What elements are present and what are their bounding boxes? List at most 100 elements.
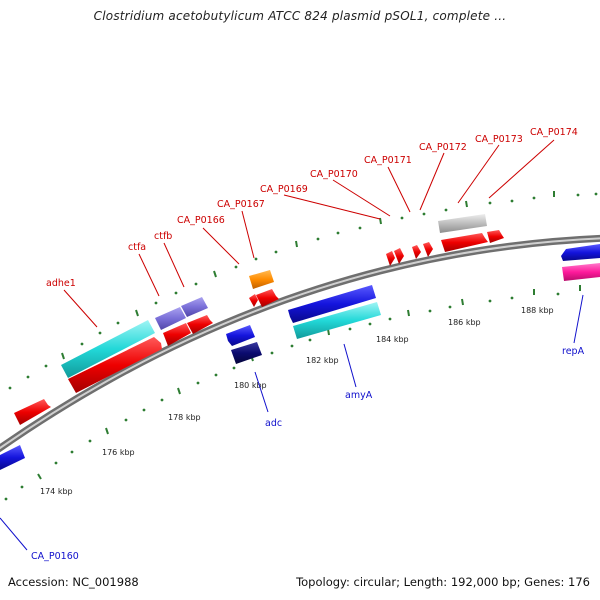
scale-label: 182 kbp bbox=[306, 356, 339, 365]
tick-dot bbox=[270, 351, 274, 355]
scale-label: 186 kbp bbox=[448, 318, 481, 327]
tick-dot bbox=[196, 381, 200, 385]
gene-ca-p0171-red[interactable] bbox=[394, 248, 404, 264]
gene-label-ca-p0166: CA_P0166 bbox=[177, 215, 225, 226]
tick-major bbox=[37, 473, 42, 480]
gene-label-ca-p0173: CA_P0173 bbox=[475, 134, 523, 145]
tick-dot bbox=[316, 237, 320, 241]
gene-ca-p0170-red[interactable] bbox=[386, 251, 395, 266]
tick-dot bbox=[160, 398, 164, 402]
tick-dot bbox=[594, 192, 598, 196]
gene-ctfa-lavender[interactable] bbox=[155, 307, 186, 330]
tick-dot bbox=[142, 408, 146, 412]
gene-amyA-blue[interactable] bbox=[288, 285, 376, 323]
gene-label-amyA: amyA bbox=[345, 390, 373, 401]
scale-label: 174 kbp bbox=[40, 487, 73, 496]
reverse-genes bbox=[0, 263, 600, 470]
gene-adc-blue[interactable] bbox=[226, 325, 255, 346]
gene-label-ctfb: ctfb bbox=[154, 231, 172, 242]
tick-major bbox=[465, 200, 468, 208]
tick-dot bbox=[4, 497, 8, 501]
leader-line-ctfa bbox=[138, 253, 160, 297]
leader-line-ca-p0170 bbox=[332, 179, 391, 217]
gene-label-adhe1: adhe1 bbox=[46, 278, 76, 289]
tick-major bbox=[295, 240, 298, 248]
tick-dot bbox=[174, 291, 178, 295]
gene-ca-p0160-blue[interactable] bbox=[0, 445, 25, 470]
scale-label: 188 kbp bbox=[521, 306, 554, 315]
tick-dot bbox=[422, 212, 426, 216]
tick-dot bbox=[234, 265, 238, 269]
tick-major bbox=[105, 427, 109, 435]
tick-dot bbox=[116, 321, 120, 325]
gene-ca-p0167-red[interactable] bbox=[256, 289, 279, 307]
topology-summary: Topology: circular; Length: 192,000 bp; … bbox=[296, 575, 590, 589]
scale-label: 180 kbp bbox=[234, 381, 267, 390]
gene-label-repA: repA bbox=[562, 346, 585, 357]
tick-major bbox=[177, 387, 181, 395]
tick-dot bbox=[214, 373, 218, 377]
leader-line-ca-p0173 bbox=[457, 144, 500, 204]
tick-dot bbox=[488, 201, 492, 205]
gene-ctfb-red[interactable] bbox=[187, 315, 213, 334]
tick-dot bbox=[88, 439, 92, 443]
gene-ca-p0166-orange[interactable] bbox=[249, 270, 274, 289]
gene-label-ca-p0174: CA_P0174 bbox=[530, 127, 578, 138]
gene-adhe1-cyan[interactable] bbox=[61, 320, 155, 378]
gene-ctfa-red[interactable] bbox=[163, 323, 191, 346]
tick-dot bbox=[26, 375, 30, 379]
gene-label-adc: adc bbox=[265, 418, 282, 429]
gene-ca-p0174b-red[interactable] bbox=[487, 230, 504, 243]
tick-dot bbox=[290, 344, 294, 348]
leader-line-ca-p0160 bbox=[0, 517, 28, 551]
gene-repA-magenta[interactable] bbox=[562, 263, 600, 281]
tick-dot bbox=[194, 282, 198, 286]
gene-adc-navy[interactable] bbox=[231, 342, 262, 364]
tick-dot bbox=[274, 250, 278, 254]
tick-dot bbox=[154, 301, 158, 305]
gene-ca-p0173-red[interactable] bbox=[423, 242, 433, 257]
tick-dot bbox=[532, 196, 536, 200]
tick-dot bbox=[70, 450, 74, 454]
map-title: Clostridium acetobutylicum ATCC 824 plas… bbox=[93, 9, 507, 23]
gene-forward-red[interactable] bbox=[14, 399, 51, 425]
leader-line-ca-p0169 bbox=[283, 194, 381, 220]
gene-ca-p0166-red[interactable] bbox=[249, 294, 258, 307]
leader-line-adhe1 bbox=[63, 289, 98, 328]
gene-repA-blue[interactable] bbox=[561, 244, 600, 261]
gene-label-ca-p0169: CA_P0169 bbox=[260, 184, 308, 195]
tick-major bbox=[407, 309, 410, 317]
gene-ca-p0172-red[interactable] bbox=[412, 245, 421, 259]
gene-adhe1-red[interactable] bbox=[68, 337, 162, 393]
plasmid-backbone bbox=[0, 234, 600, 453]
tick-dot bbox=[556, 292, 560, 296]
gene-label-ca-p0170: CA_P0170 bbox=[310, 169, 358, 180]
leader-line-ca-p0167 bbox=[241, 210, 255, 259]
tick-dot bbox=[488, 299, 492, 303]
gene-label-ctfa: ctfa bbox=[128, 242, 146, 253]
tick-dot bbox=[124, 418, 128, 422]
tick-dot bbox=[510, 199, 514, 203]
tick-dot bbox=[576, 193, 580, 197]
accession-text: Accession: NC_001988 bbox=[8, 575, 139, 589]
forward-genes bbox=[14, 214, 600, 425]
gene-ca-p0174-red[interactable] bbox=[441, 233, 488, 252]
plasmid-backbone-highlight bbox=[0, 237, 600, 450]
tick-dot bbox=[20, 485, 24, 489]
tick-major bbox=[135, 309, 139, 317]
gene-ca-p0173-gray[interactable] bbox=[438, 214, 487, 233]
tick-dot bbox=[428, 309, 432, 313]
gene-amyA-cyan[interactable] bbox=[293, 302, 381, 339]
leader-line-adc bbox=[254, 371, 269, 413]
tick-major bbox=[61, 352, 65, 360]
tick-dot bbox=[388, 317, 392, 321]
tick-dot bbox=[444, 208, 448, 212]
gene-label-ca-p0167: CA_P0167 bbox=[217, 199, 265, 210]
tick-major bbox=[461, 298, 464, 306]
gene-label-ca-p0160: CA_P0160 bbox=[31, 551, 79, 562]
leader-line-ca-p0174 bbox=[488, 139, 555, 199]
gene-label-ca-p0171: CA_P0171 bbox=[364, 155, 412, 166]
gene-ctfb-lavender[interactable] bbox=[181, 297, 208, 317]
gene-label-ca-p0172: CA_P0172 bbox=[419, 142, 467, 153]
